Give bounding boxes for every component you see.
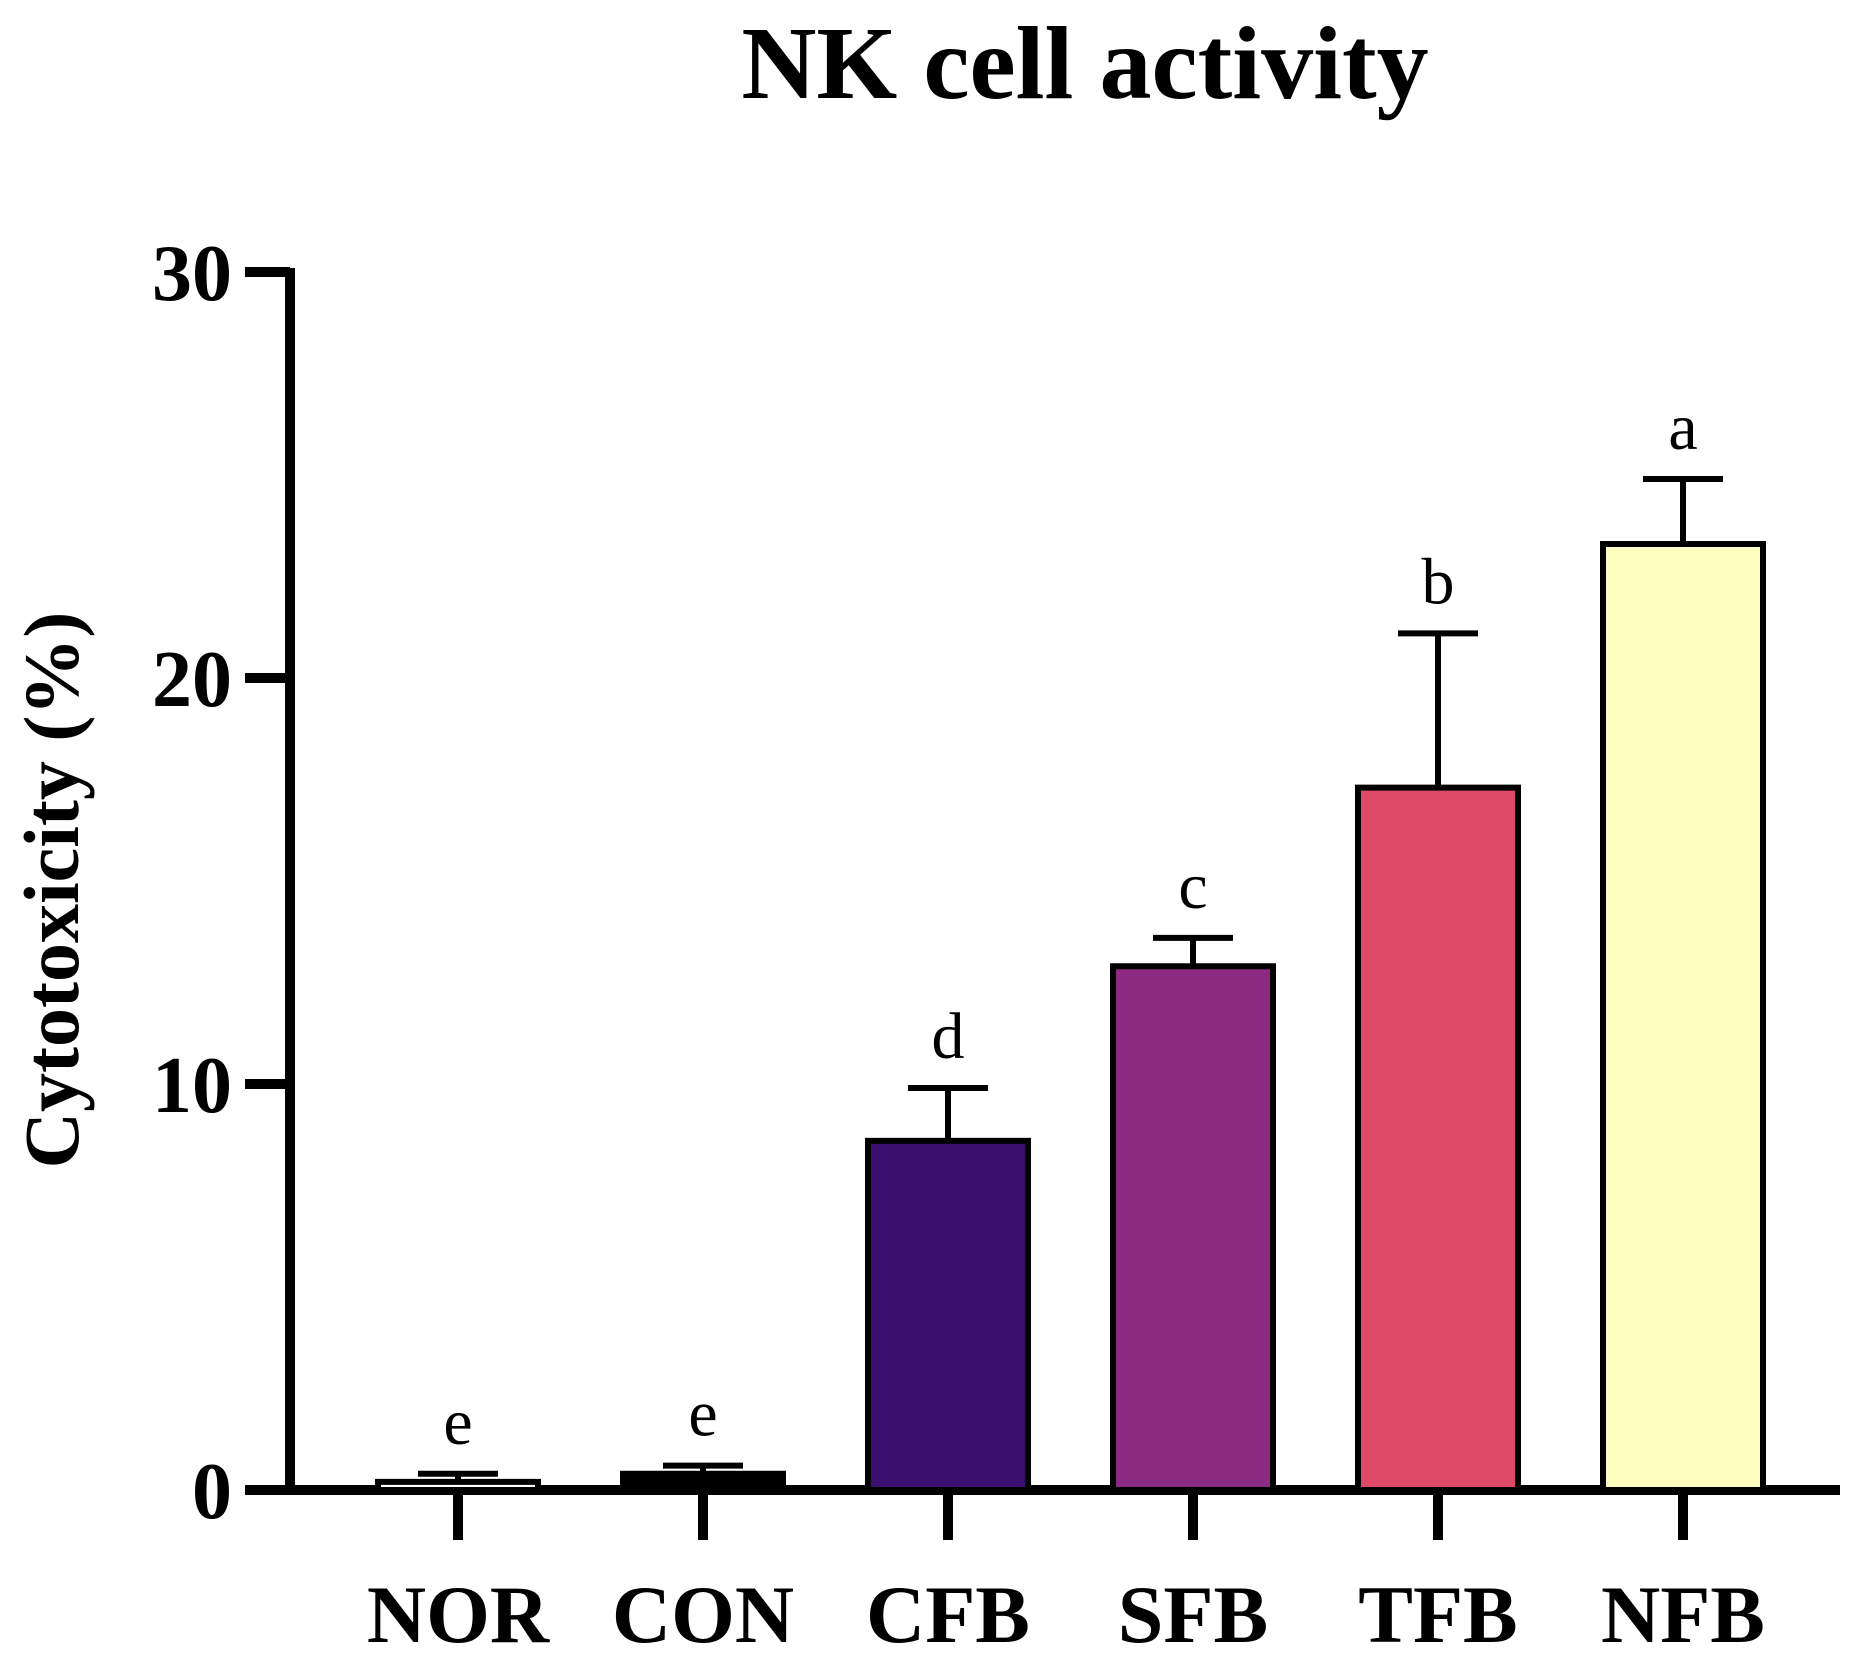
x-category-label: CFB [866, 1569, 1030, 1658]
bar [375, 1478, 541, 1494]
bar [1600, 541, 1766, 1493]
significance-label: c [1178, 850, 1207, 923]
y-tick-label: 10 [152, 1042, 232, 1130]
y-axis-label: Cytotoxicity (%) [8, 612, 95, 1169]
bar [1110, 963, 1276, 1493]
x-category-label: NFB [1601, 1569, 1765, 1658]
significance-label: d [932, 1000, 965, 1073]
chart-title: NK cell activity [741, 6, 1428, 121]
y-tick-label: 0 [192, 1448, 232, 1536]
x-category-label: NOR [367, 1569, 550, 1658]
significance-label: b [1422, 545, 1455, 618]
bar [620, 1470, 786, 1494]
bars-group [375, 476, 1766, 1494]
labels-group: 0 10 20 30 e NOR e CON d CFB c SFB b TFB a NFB [152, 230, 1765, 1658]
x-category-label: SFB [1118, 1569, 1268, 1658]
bar [1355, 784, 1521, 1493]
significance-label: e [443, 1386, 472, 1459]
significance-label: e [688, 1378, 717, 1451]
significance-label: a [1668, 391, 1697, 464]
x-category-label: TFB [1358, 1569, 1517, 1658]
y-tick-label: 30 [152, 230, 232, 318]
y-tick-label: 20 [152, 636, 232, 724]
x-category-label: CON [612, 1569, 794, 1658]
bar [865, 1137, 1031, 1493]
axes [245, 267, 1840, 1540]
